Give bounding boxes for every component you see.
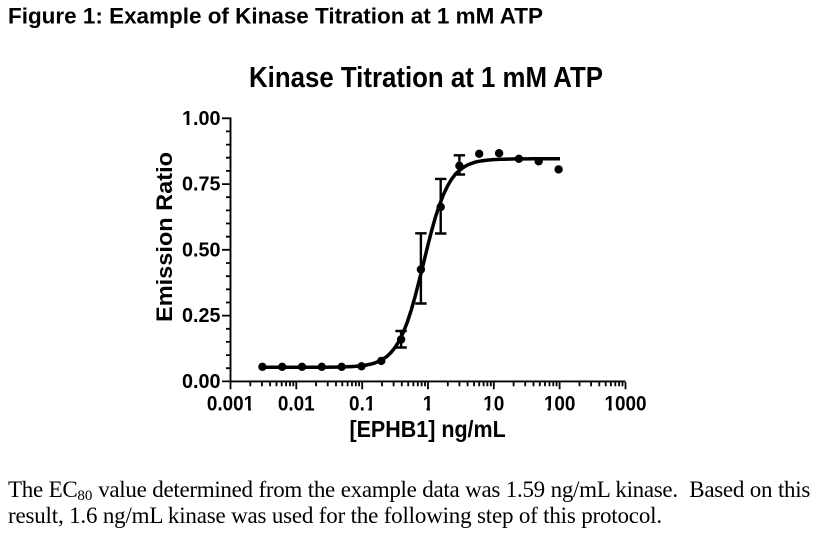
svg-text:Figure 1: Example of Kinase Ti: Figure 1: Example of Kinase Titration at… [8, 3, 543, 28]
svg-text:0.75: 0.75 [182, 174, 221, 196]
svg-text:[EPHB1] ng/mL: [EPHB1] ng/mL [349, 416, 505, 442]
svg-text:0.25: 0.25 [182, 305, 221, 327]
svg-text:0.00: 0.00 [182, 371, 221, 393]
svg-text:1000: 1000 [605, 392, 647, 415]
svg-text:Emission Ratio: Emission Ratio [152, 152, 177, 322]
svg-text:0.1: 0.1 [349, 392, 376, 415]
svg-text:1.00: 1.00 [182, 108, 221, 130]
svg-text:100: 100 [544, 392, 576, 415]
svg-text:Kinase Titration at 1 mM ATP: Kinase Titration at 1 mM ATP [249, 62, 603, 94]
svg-text:1: 1 [423, 392, 434, 415]
svg-text:0.01: 0.01 [278, 392, 315, 415]
svg-text:0.50: 0.50 [182, 239, 221, 261]
svg-text:0.001: 0.001 [207, 392, 254, 415]
svg-text:10: 10 [483, 392, 504, 415]
